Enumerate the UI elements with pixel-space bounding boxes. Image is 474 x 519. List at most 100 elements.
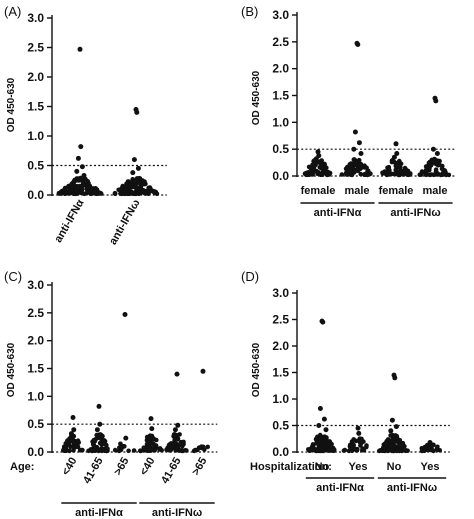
outlier-point xyxy=(134,109,140,115)
data-point xyxy=(383,447,388,452)
group-label: anti-IFNα xyxy=(316,482,364,494)
outlier-point xyxy=(427,440,433,445)
outlier-point xyxy=(391,154,397,160)
y-tick-label: 2.5 xyxy=(272,313,289,327)
data-point xyxy=(71,448,76,453)
data-point xyxy=(319,158,325,163)
data-point xyxy=(122,184,128,190)
data-point xyxy=(306,172,312,177)
data-point xyxy=(320,172,325,177)
panel-label: (B) xyxy=(241,4,258,19)
category-label: male xyxy=(344,185,369,197)
y-tick-label: 0.5 xyxy=(272,142,289,156)
data-point xyxy=(320,448,326,454)
y-tick-label: 3.0 xyxy=(272,8,289,22)
outlier-point xyxy=(175,422,181,428)
outlier-point xyxy=(174,371,180,377)
data-point xyxy=(352,157,357,162)
data-point xyxy=(149,433,155,439)
outlier-point xyxy=(356,430,362,436)
y-tick-label: 2.0 xyxy=(27,334,44,348)
data-point xyxy=(153,189,159,195)
data-point xyxy=(63,191,68,196)
outlier-point xyxy=(317,406,323,411)
data-point xyxy=(308,166,314,171)
data-point xyxy=(365,172,370,178)
data-point xyxy=(79,187,85,193)
outlier-point xyxy=(355,425,361,431)
y-tick-label: 1.5 xyxy=(272,89,289,103)
outlier-point xyxy=(321,416,327,422)
data-point xyxy=(146,448,152,453)
data-point xyxy=(142,190,148,195)
outlier-point xyxy=(68,431,74,437)
outlier-point xyxy=(355,42,361,47)
data-point xyxy=(138,182,144,188)
outlier-point xyxy=(94,427,100,433)
data-point xyxy=(180,448,186,454)
data-point xyxy=(388,433,393,438)
group-label: anti-IFNω xyxy=(390,207,440,219)
group-label: anti-IFNα xyxy=(314,207,362,219)
data-point xyxy=(419,172,424,177)
outlier-point xyxy=(313,156,319,162)
data-point xyxy=(347,444,353,449)
data-point xyxy=(136,191,142,197)
data-point xyxy=(395,439,401,445)
category-label: >65 xyxy=(112,456,132,478)
outlier-point xyxy=(172,427,178,433)
data-point xyxy=(121,444,127,449)
data-point xyxy=(388,443,394,449)
data-point xyxy=(153,443,159,448)
panel-c: (C) OD 450-630 0.00.51.01.52.02.53.0<40 4… xyxy=(4,269,218,519)
data-point xyxy=(346,448,352,454)
data-point xyxy=(88,191,93,196)
data-point xyxy=(435,158,440,163)
y-tick-label: 1.0 xyxy=(27,129,44,143)
data-point xyxy=(395,163,401,168)
data-point xyxy=(396,445,401,451)
data-point xyxy=(205,444,210,450)
outlier-point xyxy=(389,417,395,423)
data-point xyxy=(99,432,104,438)
category-row-title: Hospitalization: xyxy=(250,461,332,473)
data-point xyxy=(441,170,447,175)
category-row-title: Age: xyxy=(10,461,34,473)
y-axis-title: OD 450-630 xyxy=(6,342,17,397)
data-point xyxy=(424,172,430,177)
category-label: No xyxy=(387,461,402,473)
data-point xyxy=(93,189,99,195)
data-point xyxy=(351,442,356,447)
data-point xyxy=(63,444,69,450)
y-tick-label: 2.5 xyxy=(272,35,289,49)
data-point xyxy=(320,162,325,167)
data-point xyxy=(91,437,97,443)
outlier-point xyxy=(358,151,364,156)
data-point xyxy=(380,170,385,175)
data-point xyxy=(166,447,171,452)
data-point xyxy=(324,165,329,170)
category-label: anti-IFNω xyxy=(107,198,143,248)
data-point xyxy=(314,448,319,454)
data-point xyxy=(364,443,369,448)
data-point xyxy=(358,443,363,448)
data-point xyxy=(99,441,104,447)
panel-label: (C) xyxy=(4,269,22,284)
outlier-point xyxy=(96,403,102,409)
data-point xyxy=(424,447,430,453)
y-tick-label: 2.0 xyxy=(27,70,44,84)
category-label: female xyxy=(301,185,336,197)
y-tick-label: 1.0 xyxy=(272,115,289,129)
data-point xyxy=(78,178,84,183)
outlier-point xyxy=(323,427,329,433)
data-point xyxy=(378,448,383,453)
data-point xyxy=(131,448,137,453)
outlier-point xyxy=(356,140,362,146)
outlier-point xyxy=(315,149,321,155)
data-point xyxy=(145,438,150,444)
y-tick-label: 1.0 xyxy=(272,392,289,406)
data-point xyxy=(358,171,364,177)
data-point xyxy=(361,447,367,453)
outlier-point xyxy=(394,151,400,156)
data-point xyxy=(154,437,159,443)
